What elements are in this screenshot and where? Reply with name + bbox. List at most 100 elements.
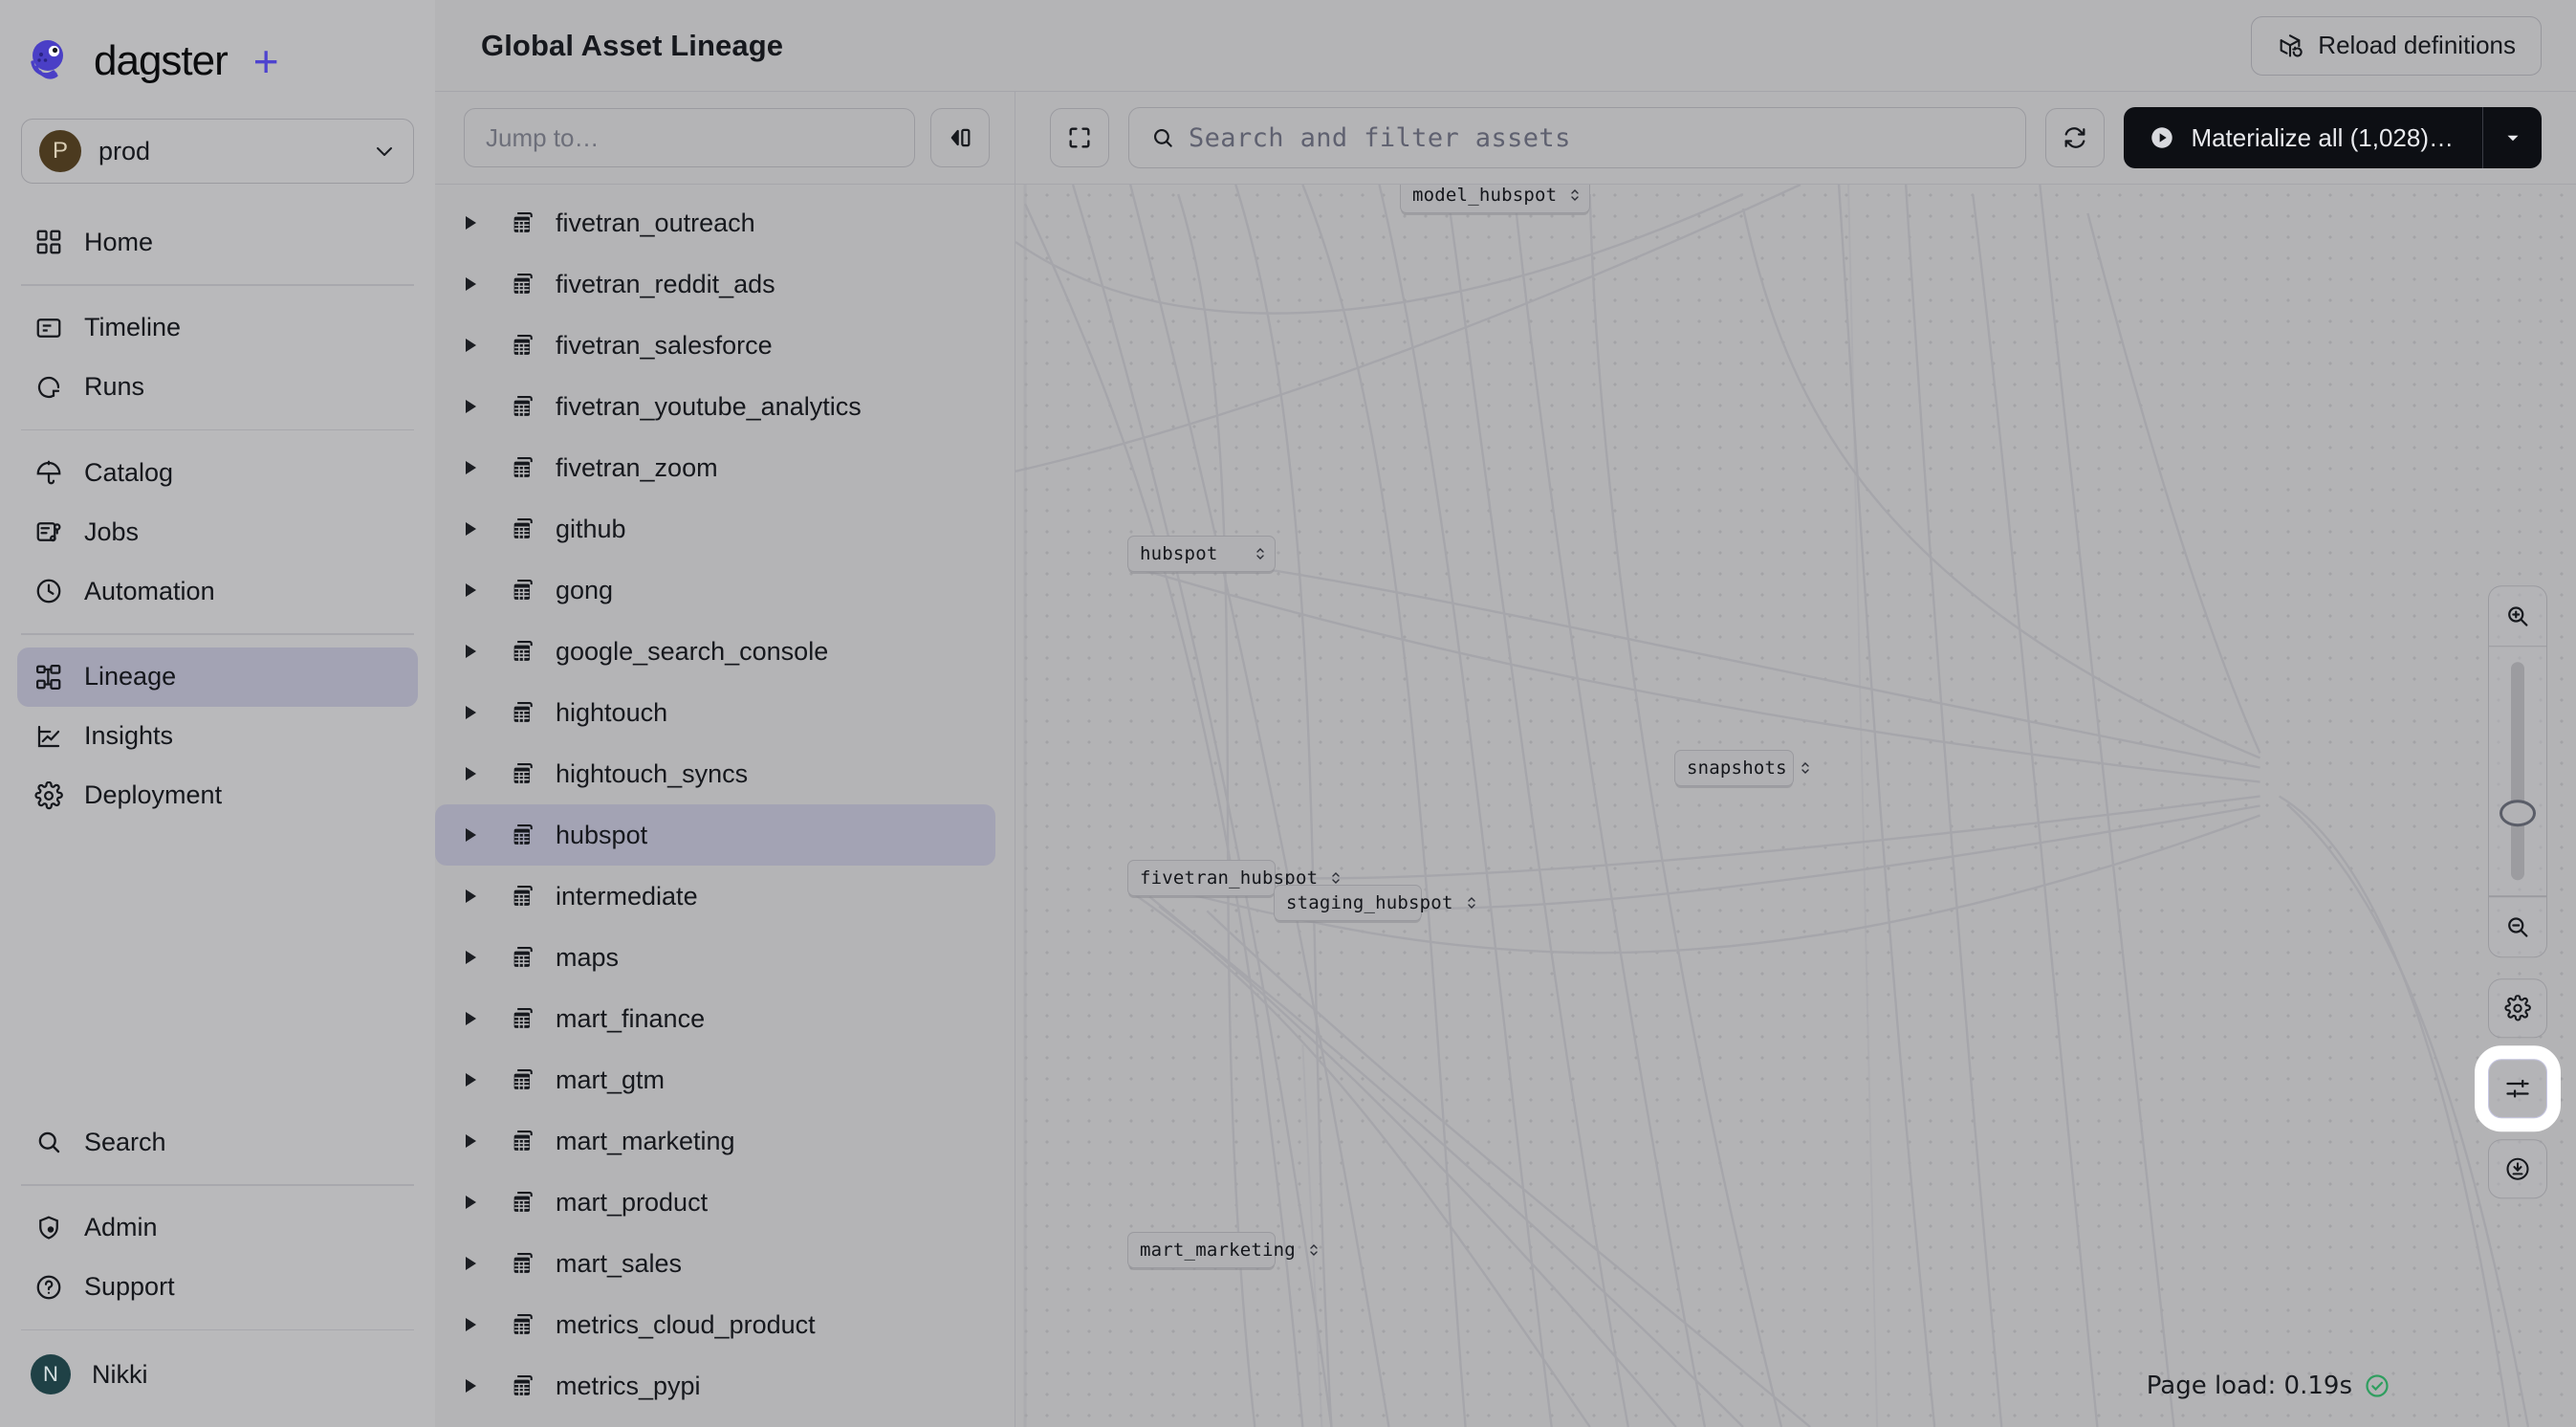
sidebar-item-insights[interactable]: Insights bbox=[17, 707, 418, 766]
chevron-right-icon[interactable] bbox=[466, 1257, 479, 1270]
group-row[interactable]: intermediate bbox=[435, 866, 995, 927]
chevron-right-icon[interactable] bbox=[466, 583, 479, 597]
graph-node[interactable]: model_hubspot bbox=[1400, 185, 1591, 213]
group-row[interactable]: fivetran_youtube_analytics bbox=[435, 376, 995, 437]
chevron-right-icon[interactable] bbox=[466, 828, 479, 842]
group-row[interactable]: fivetran_zoom bbox=[435, 437, 995, 498]
graph-settings-button[interactable] bbox=[2488, 977, 2547, 1038]
group-row[interactable]: mart_finance bbox=[435, 988, 995, 1049]
graph-filters-button[interactable] bbox=[2475, 1044, 2561, 1131]
chevron-right-icon[interactable] bbox=[466, 645, 479, 658]
sidebar-item-admin[interactable]: Admin bbox=[17, 1198, 418, 1258]
chevron-right-icon[interactable] bbox=[466, 1379, 479, 1393]
graph-node-snapshots[interactable]: snapshots bbox=[1674, 750, 1809, 786]
materialize-dropdown-button[interactable] bbox=[2482, 107, 2542, 168]
zoom-out-button[interactable] bbox=[2488, 897, 2547, 956]
group-label: maps bbox=[556, 942, 620, 972]
group-row[interactable]: mart_product bbox=[435, 1172, 995, 1233]
group-row[interactable]: fivetran_outreach bbox=[435, 192, 995, 253]
materialize-all-button[interactable]: Materialize all (1,028)… bbox=[2124, 107, 2482, 168]
node-menu-icon[interactable] bbox=[1557, 187, 1580, 204]
asset-group-icon bbox=[510, 1128, 536, 1154]
collapse-panel-button[interactable] bbox=[930, 108, 990, 167]
download-graph-button[interactable] bbox=[2488, 1138, 2547, 1198]
group-row[interactable]: mart_gtm bbox=[435, 1049, 995, 1110]
sidebar-item-catalog[interactable]: Catalog bbox=[17, 443, 418, 502]
node-menu-icon[interactable] bbox=[1787, 759, 1810, 777]
graph-node-staging-hubspot[interactable]: staging_hubspot bbox=[1274, 885, 1475, 921]
chevron-right-icon[interactable] bbox=[466, 277, 479, 291]
graph-node-hubspot[interactable]: hubspot bbox=[1127, 536, 1276, 572]
jump-to-input[interactable] bbox=[464, 108, 915, 167]
materialize-all-label: Materialize all (1,028)… bbox=[2191, 122, 2454, 152]
graph-node-mart-marketing[interactable]: mart_marketing bbox=[1127, 1232, 1318, 1268]
sidebar-bottom: Search Admin Support bbox=[0, 1112, 435, 1427]
asset-search-field[interactable]: Search and filter assets bbox=[1128, 107, 2027, 168]
group-row[interactable]: hightouch_syncs bbox=[435, 743, 995, 804]
group-row-hubspot[interactable]: hubspot bbox=[435, 804, 995, 866]
asset-group-icon bbox=[510, 1372, 536, 1399]
lineage-canvas[interactable]: model_hubspot hubspot snapshots bbox=[1015, 185, 2576, 1427]
sidebar-item-jobs[interactable]: Jobs bbox=[17, 502, 418, 561]
group-row[interactable]: hightouch bbox=[435, 682, 995, 743]
group-row[interactable]: metrics_pypi bbox=[435, 1355, 995, 1416]
chevron-right-icon[interactable] bbox=[466, 216, 479, 230]
group-row[interactable]: github bbox=[435, 498, 995, 560]
chevron-right-icon[interactable] bbox=[466, 706, 479, 719]
sidebar-item-timeline[interactable]: Timeline bbox=[17, 298, 418, 358]
sidebar-item-automation[interactable]: Automation bbox=[17, 561, 418, 621]
group-label: gong bbox=[556, 575, 614, 604]
sidebar-item-deployment[interactable]: Deployment bbox=[17, 766, 418, 825]
asset-group-icon bbox=[510, 1250, 536, 1277]
gear-icon bbox=[34, 780, 63, 810]
user-menu[interactable]: N Nikki bbox=[17, 1343, 418, 1406]
node-menu-icon[interactable] bbox=[1242, 545, 1265, 562]
deployment-selector[interactable]: P prod bbox=[21, 119, 414, 184]
group-row[interactable]: mart_sales bbox=[435, 1233, 995, 1294]
sidebar-item-lineage[interactable]: Lineage bbox=[17, 647, 418, 707]
chevron-right-icon[interactable] bbox=[466, 767, 479, 780]
chevron-right-icon[interactable] bbox=[466, 339, 479, 352]
chevron-right-icon[interactable] bbox=[466, 1073, 479, 1087]
group-row[interactable]: fivetran_reddit_ads bbox=[435, 253, 995, 315]
zoom-in-button[interactable] bbox=[2488, 586, 2547, 646]
brand[interactable]: dagster + bbox=[0, 0, 435, 111]
chevron-down-icon bbox=[373, 140, 396, 163]
zoom-slider-thumb[interactable] bbox=[2500, 800, 2536, 827]
chevron-right-icon[interactable] bbox=[466, 889, 479, 903]
chevron-right-icon[interactable] bbox=[466, 522, 479, 536]
node-menu-icon[interactable] bbox=[1453, 894, 1476, 911]
node-menu-icon[interactable] bbox=[1296, 1241, 1319, 1259]
reload-definitions-button[interactable]: Reload definitions bbox=[2251, 15, 2542, 76]
fit-screen-button[interactable] bbox=[1050, 108, 1109, 167]
chevron-right-icon[interactable] bbox=[466, 1012, 479, 1025]
refresh-button[interactable] bbox=[2045, 108, 2106, 167]
chevron-right-icon[interactable] bbox=[466, 461, 479, 474]
chevron-right-icon[interactable] bbox=[466, 1318, 479, 1331]
sidebar-item-support[interactable]: Support bbox=[17, 1258, 418, 1317]
group-row[interactable]: gong bbox=[435, 560, 995, 621]
lineage-content: fivetran_outreach fivetran_reddit_ads bbox=[435, 185, 2576, 1427]
node-label: fivetran_hubspot bbox=[1140, 867, 1319, 889]
zoom-slider-track bbox=[2511, 662, 2524, 881]
asset-group-list[interactable]: fivetran_outreach fivetran_reddit_ads bbox=[435, 185, 1015, 1427]
asset-group-icon bbox=[510, 1189, 536, 1216]
group-row[interactable]: google_search_console bbox=[435, 621, 995, 682]
group-row[interactable]: metrics_cloud_product bbox=[435, 1294, 995, 1355]
sidebar-item-runs[interactable]: Runs bbox=[17, 358, 418, 417]
chevron-right-icon[interactable] bbox=[466, 400, 479, 413]
sidebar-item-home[interactable]: Home bbox=[17, 212, 418, 272]
chevron-right-icon[interactable] bbox=[466, 951, 479, 964]
sidebar-item-label: Support bbox=[84, 1272, 175, 1301]
chevron-right-icon[interactable] bbox=[466, 1134, 479, 1148]
group-row[interactable]: maps bbox=[435, 927, 995, 988]
zoom-slider[interactable] bbox=[2488, 647, 2547, 895]
node-menu-icon[interactable] bbox=[1318, 869, 1341, 887]
chevron-right-icon[interactable] bbox=[466, 1196, 479, 1209]
graph-node-fivetran-hubspot[interactable]: fivetran_hubspot bbox=[1127, 860, 1340, 896]
group-row[interactable]: fivetran_salesforce bbox=[435, 315, 995, 376]
group-row[interactable]: mart_marketing bbox=[435, 1110, 995, 1172]
sidebar-item-search[interactable]: Search bbox=[17, 1112, 418, 1172]
asset-group-icon bbox=[510, 271, 536, 297]
